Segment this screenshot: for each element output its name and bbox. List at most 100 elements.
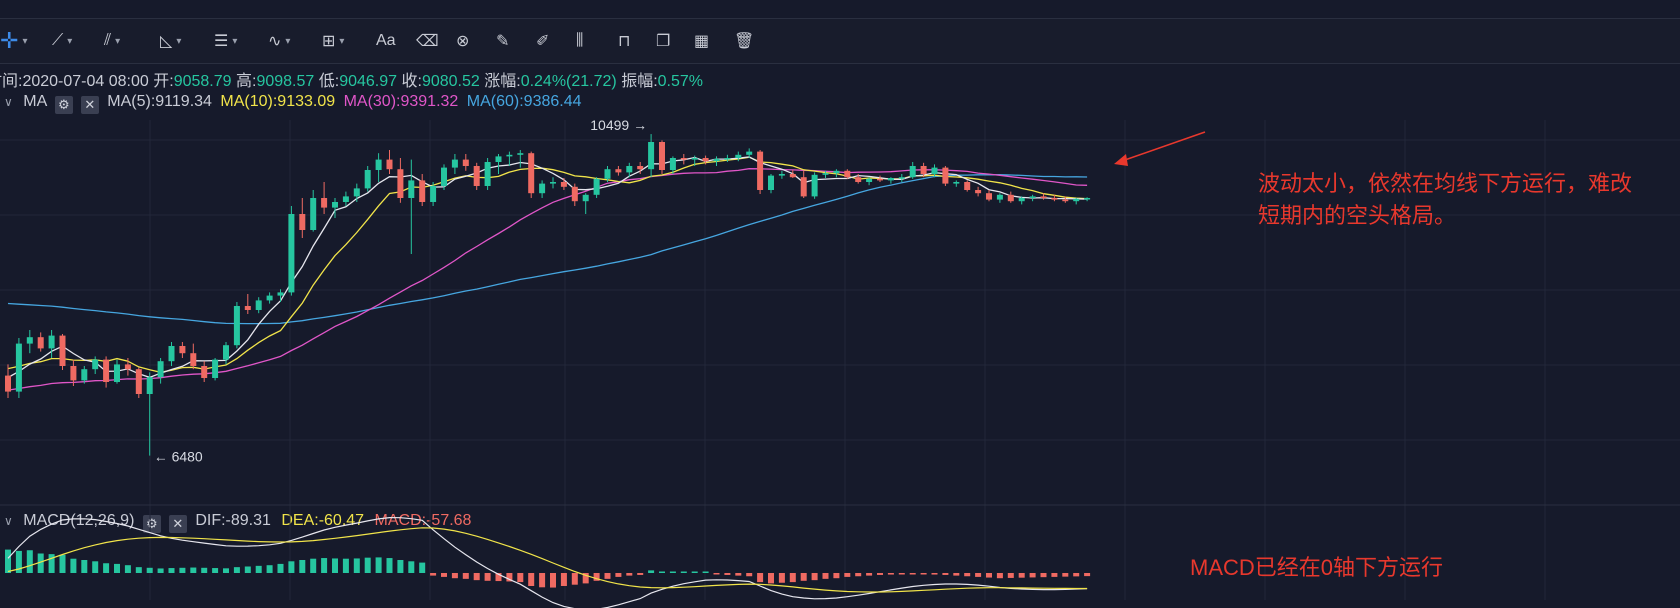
macd-bar-24 <box>266 565 273 573</box>
ma10-line <box>7 156 1088 373</box>
angle-tool[interactable]: ◺ ▾ <box>160 29 181 53</box>
macd-bar-54 <box>593 573 600 581</box>
candle-body-9 <box>103 359 110 382</box>
macd-bar-68 <box>746 573 753 577</box>
macd-bar-35 <box>386 558 393 573</box>
macd-bar-43 <box>473 573 480 581</box>
brush-tool[interactable]: ✐ <box>536 29 549 53</box>
crosshair-tool[interactable]: ✛ ▾ <box>0 28 28 53</box>
main-annotation: 波动太小，依然在均线下方运行，难改 短期内的空头格局。 <box>1258 168 1632 232</box>
change-label: 涨幅: <box>484 73 521 90</box>
candle-body-56 <box>615 169 622 173</box>
candle-body-23 <box>255 300 262 310</box>
macd-bar-94 <box>1029 573 1036 578</box>
candle-body-1 <box>15 343 22 392</box>
ruler-tool[interactable]: ✎ <box>496 29 509 53</box>
candle-body-84 <box>920 166 927 174</box>
candle-body-29 <box>321 198 328 208</box>
macd-annotation: MACD已经在0轴下方运行 <box>1190 555 1444 580</box>
macd-bar-80 <box>877 573 883 575</box>
chevron-down-icon[interactable]: ▾ <box>67 35 73 47</box>
candle-body-7 <box>81 369 88 381</box>
macd-bar-22 <box>244 566 251 573</box>
gear-icon[interactable]: ⚙ <box>142 515 161 533</box>
macd-bar-78 <box>855 573 862 577</box>
macd-bar-14 <box>157 568 164 573</box>
calendar-tool[interactable]: ▦ <box>694 29 709 53</box>
ma10-value: MA(10):9133.09 <box>220 93 336 110</box>
collapse-chevron-icon[interactable]: ∨ <box>4 95 13 109</box>
chevron-down-icon[interactable]: ▾ <box>176 35 182 47</box>
macd-bar-5 <box>59 554 66 573</box>
eraser-tool[interactable]: ⌫ <box>416 29 439 53</box>
macd-bar-4 <box>48 554 55 573</box>
gear-icon[interactable]: ⚙ <box>54 96 73 114</box>
copy-tool[interactable]: ❐ <box>656 29 670 53</box>
multi-line-tool[interactable]: ⫽ ▾ <box>104 29 120 53</box>
measure-tool[interactable]: ⊞ ▾ <box>322 29 344 53</box>
close-icon[interactable]: ✕ <box>168 515 187 533</box>
magnet-tool[interactable]: ⊗ <box>456 29 469 53</box>
candle-body-76 <box>833 170 840 174</box>
candle-body-11 <box>124 364 131 370</box>
candle-body-3 <box>37 337 44 349</box>
wave-tool[interactable]: ∿ ▾ <box>268 29 290 53</box>
candle-body-26 <box>288 214 295 293</box>
macd-bar-27 <box>299 560 306 573</box>
chevron-down-icon[interactable]: ▾ <box>115 35 121 47</box>
candle-body-12 <box>135 369 142 394</box>
annotation-arrow-head <box>1114 154 1128 166</box>
lock-tool[interactable]: ⊓ <box>618 29 630 53</box>
candle-body-62 <box>680 158 687 160</box>
candle-body-31 <box>342 196 349 202</box>
chevron-down-icon[interactable]: ▾ <box>22 35 28 47</box>
macd-bar-87 <box>953 573 960 576</box>
amplitude-value: 0.57% <box>657 73 704 90</box>
macd-bar-69 <box>757 573 764 583</box>
candle-body-99 <box>1084 198 1091 200</box>
collapse-chevron-icon[interactable]: ∨ <box>4 514 13 528</box>
grid-lines <box>0 120 1680 600</box>
macd-bar-91 <box>996 573 1003 579</box>
candle-body-64 <box>702 158 709 162</box>
macd-bar-8 <box>92 561 99 573</box>
chevron-down-icon[interactable]: ▾ <box>339 35 345 47</box>
chevron-down-icon[interactable]: ▾ <box>285 35 291 47</box>
candle-body-40 <box>441 167 447 186</box>
close-icon[interactable]: ✕ <box>80 96 99 114</box>
macd-bar-55 <box>604 573 611 579</box>
trash-icon: 🗑 <box>734 33 755 50</box>
macd-bar-93 <box>1018 573 1025 578</box>
ruler-icon: ✎ <box>496 33 510 50</box>
candle-body-75 <box>822 173 829 175</box>
dif-value: DIF:-89.31 <box>195 512 271 529</box>
candle-body-6 <box>70 366 77 381</box>
trend-line-tool[interactable]: ⟋ ▾ <box>52 29 72 53</box>
brush-icon: ✐ <box>536 33 550 50</box>
text-tool[interactable]: Aa <box>376 29 396 53</box>
candle-body-36 <box>397 169 404 198</box>
ma10-line-group <box>7 156 1088 373</box>
candle-body-96 <box>1051 198 1058 200</box>
macd-bar-53 <box>582 573 589 584</box>
candle-body-37 <box>408 180 415 198</box>
macd-bar-11 <box>124 565 131 573</box>
macd-bar-15 <box>168 568 175 573</box>
candles-tool[interactable]: ⫼ <box>576 29 583 53</box>
candle-body-95 <box>1040 196 1047 198</box>
macd-bar-75 <box>822 573 829 579</box>
candle-body-68 <box>746 151 753 155</box>
chevron-down-icon[interactable]: ▾ <box>232 35 238 47</box>
candle-body-61 <box>669 158 676 170</box>
ma60-line-group <box>7 174 1088 325</box>
drawing-toolbar: ✛ ▾ ⟋ ▾ ⫽ ▾ ◺ ▾ ☰ ▾ ∿ ▾ ⊞ ▾ Aa ⌫ ⊗ ✎ ✐ ⫼ ⊓ ❐ ▦ … <box>0 18 1680 64</box>
candle-body-30 <box>332 202 338 208</box>
candle-body-16 <box>179 346 186 354</box>
candle-body-97 <box>1062 199 1069 202</box>
macd-bar-98 <box>1073 573 1080 577</box>
trash-tool[interactable]: 🗑 <box>734 29 754 53</box>
candle-body-13 <box>146 377 153 394</box>
parallel-lines-tool[interactable]: ☰ ▾ <box>214 29 237 53</box>
annotation-arrow-line <box>1121 131 1206 162</box>
